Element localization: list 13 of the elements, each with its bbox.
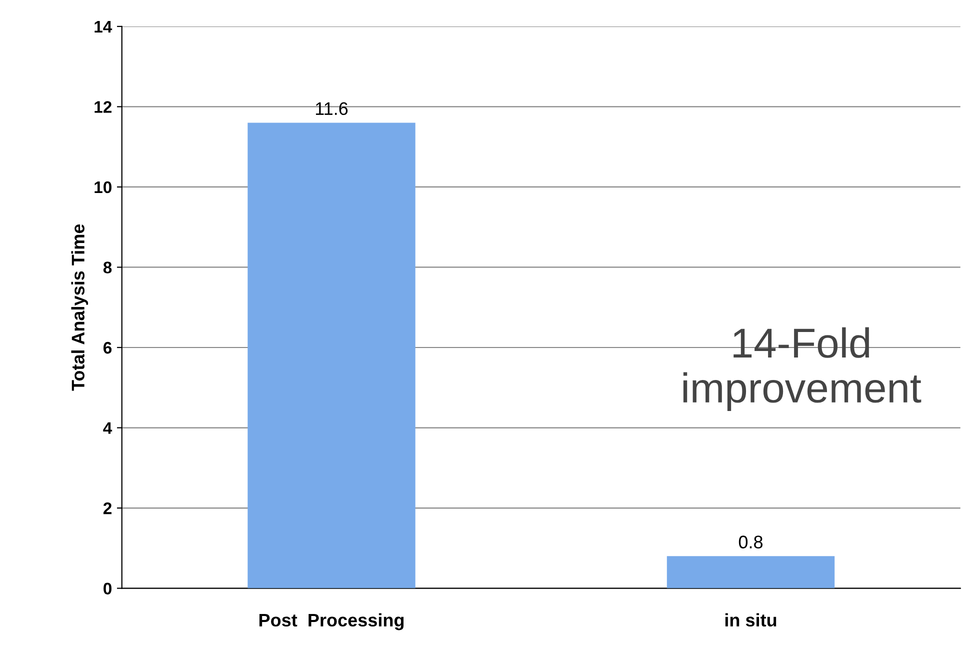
y-tick-label: 2 <box>103 502 112 514</box>
y-tick-label: 0 <box>104 582 112 594</box>
y-tick-label: 10 <box>94 181 112 194</box>
data-label: 0.8 <box>738 536 763 548</box>
data-label: 11.6 <box>316 102 348 116</box>
y-axis-title: Total Analysis Time <box>71 224 88 391</box>
y-tick-label: 12 <box>94 101 112 113</box>
y-tick-label: 14 <box>94 21 112 32</box>
y-tick-label: 4 <box>103 422 112 434</box>
y-tick-label: 6 <box>103 342 112 354</box>
x-tick-label: in situ <box>725 613 776 627</box>
y-tick-label: 8 <box>103 262 112 274</box>
x-tick-label: Post Processing <box>259 613 404 630</box>
